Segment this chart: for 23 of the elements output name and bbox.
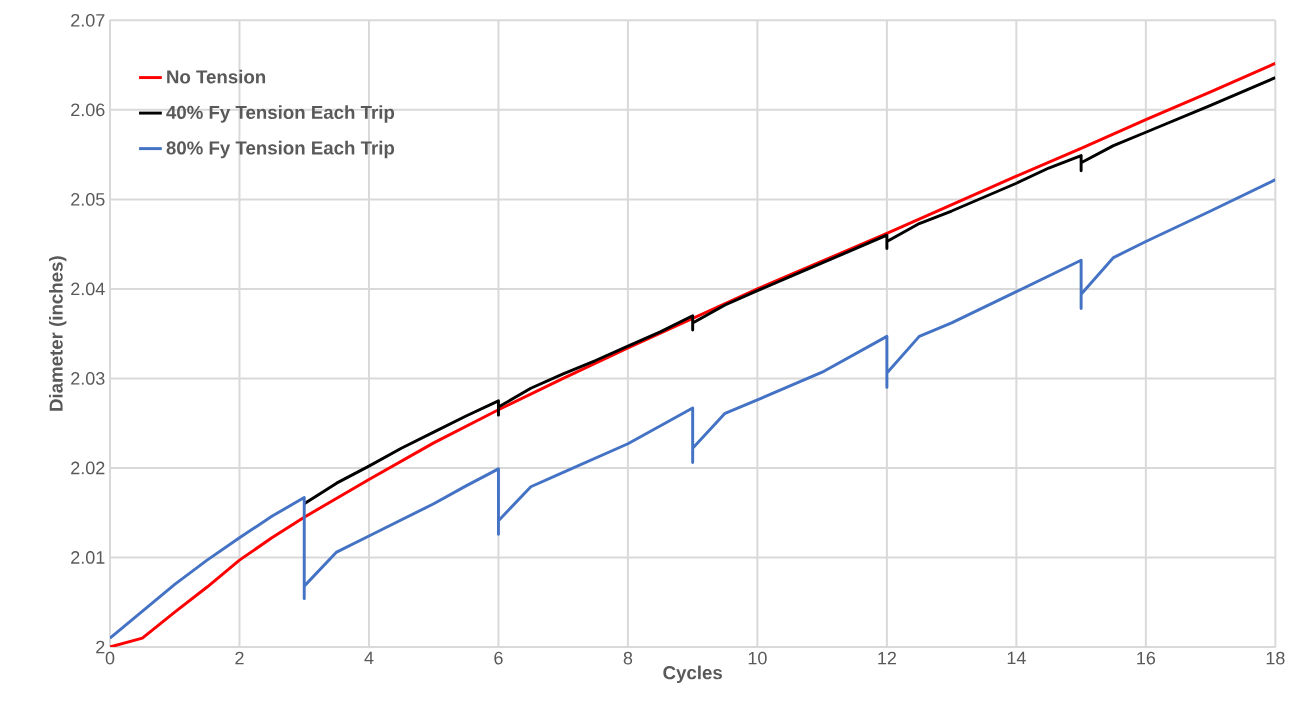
x-tick-label: 0 (105, 651, 115, 665)
x-axis-title: Cycles (663, 665, 722, 683)
y-tick-label: 2.02 (71, 461, 105, 475)
x-tick-label: 18 (1266, 651, 1285, 665)
y-axis-title: Diameter (inches) (49, 256, 67, 411)
y-tick-label: 2 (96, 640, 105, 654)
x-tick-label: 8 (623, 651, 633, 665)
legend-label: 80% Fy Tension Each Trip (166, 140, 395, 159)
x-tick-label: 14 (1007, 651, 1026, 665)
x-tick-label: 16 (1137, 651, 1156, 665)
y-tick-label: 2.05 (71, 193, 105, 206)
y-tick-label: 2.01 (71, 551, 105, 564)
legend-label: No Tension (167, 69, 266, 84)
y-tick-label: 2.07 (71, 13, 105, 27)
x-tick-label: 4 (364, 651, 374, 665)
y-tick-label: 2.06 (71, 103, 105, 117)
y-tick-label: 2.03 (71, 372, 105, 385)
y-tick-label: 2.04 (71, 282, 105, 296)
x-tick-label: 10 (748, 651, 767, 665)
x-tick-label: 6 (494, 651, 503, 665)
legend-label: 40% Fy Tension Each Trip (166, 105, 395, 123)
x-tick-label: 12 (878, 651, 897, 665)
x-tick-label: 2 (235, 651, 244, 665)
